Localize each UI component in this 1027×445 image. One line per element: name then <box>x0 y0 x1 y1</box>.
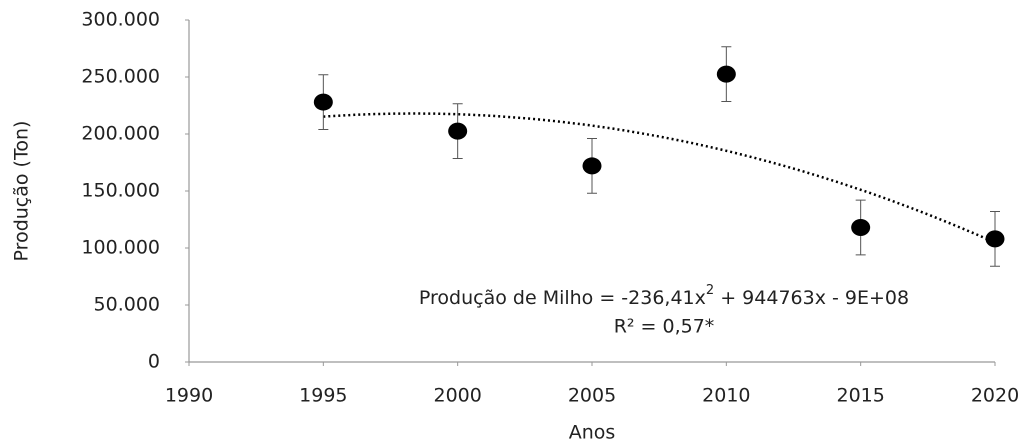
y-tick-label: 250.000 <box>81 66 160 88</box>
x-tick-label: 2000 <box>433 385 481 407</box>
x-tick-label: 2020 <box>971 385 1019 407</box>
x-tick-label: 2015 <box>836 385 884 407</box>
r-squared: R² = 0,57* <box>614 316 715 338</box>
y-tick-label: 300.000 <box>81 9 160 31</box>
y-tick-label: 0 <box>148 351 160 373</box>
y-tick-label: 200.000 <box>81 123 160 145</box>
equation: Produção de Milho = -236,41x2 + 944763x … <box>419 283 909 309</box>
trendline <box>323 112 996 244</box>
x-tick-label: 1990 <box>165 385 213 407</box>
point <box>716 65 736 83</box>
point <box>448 122 468 140</box>
x-tick-label: 2010 <box>702 385 750 407</box>
point <box>582 157 602 175</box>
point <box>851 218 871 236</box>
y-tick-label: 50.000 <box>94 294 160 316</box>
y-tick-label: 150.000 <box>81 180 160 202</box>
x-tick-label: 2005 <box>568 385 616 407</box>
point <box>985 230 1005 248</box>
x-axis-label: Anos <box>569 422 616 444</box>
point <box>313 93 333 111</box>
y-tick-label: 100.000 <box>81 237 160 259</box>
y-axis-label: Produção (Ton) <box>11 121 33 262</box>
x-tick-label: 1995 <box>299 385 347 407</box>
